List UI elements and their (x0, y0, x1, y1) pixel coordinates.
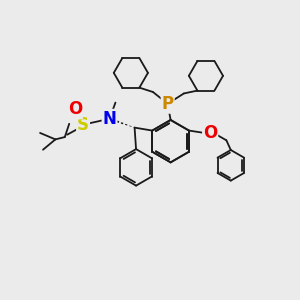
Text: S: S (77, 116, 89, 134)
Text: O: O (203, 124, 217, 142)
Text: O: O (68, 100, 82, 118)
Text: P: P (162, 95, 174, 113)
Text: N: N (103, 110, 116, 128)
